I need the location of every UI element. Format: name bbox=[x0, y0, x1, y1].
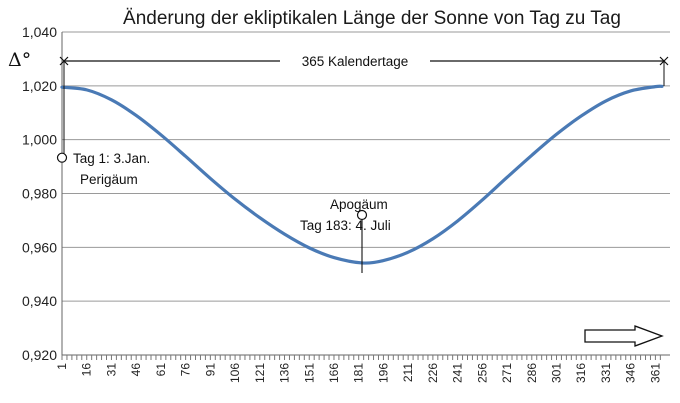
x-tick-label: 346 bbox=[624, 363, 638, 383]
x-tick-label: 76 bbox=[179, 363, 193, 377]
x-tick-label: 46 bbox=[129, 363, 143, 377]
annotation-label: Tag 183: 4. Juli bbox=[300, 218, 391, 233]
x-tick-label: 166 bbox=[327, 363, 341, 383]
y-tick-label: 1,040 bbox=[22, 24, 57, 40]
series-group bbox=[60, 84, 664, 265]
annotation-marker bbox=[356, 209, 368, 221]
y-tick-label: 0,960 bbox=[22, 239, 57, 255]
x-tick-label: 196 bbox=[376, 363, 390, 383]
annotations: Tag 1: 3.Jan. Perigäum Apogäum Tag 183: 4. … bbox=[56, 151, 391, 273]
y-axis-label: Δ° bbox=[8, 49, 31, 71]
x-tick-label: 121 bbox=[253, 363, 267, 383]
y-tick-label: 1,000 bbox=[22, 132, 57, 148]
chart-title: Änderung der ekliptikalen Länge der Sonn… bbox=[123, 8, 621, 29]
y-tick-label: 0,920 bbox=[22, 347, 57, 363]
annotation-label: Tag 1: 3.Jan. bbox=[73, 151, 150, 166]
x-tick-label: 316 bbox=[574, 363, 588, 383]
x-tick-label: 256 bbox=[475, 363, 489, 383]
x-tick-label: 301 bbox=[550, 363, 564, 383]
x-tick-label: 91 bbox=[203, 363, 217, 377]
y-axis-ticks: 0,920 0,940 0,960 0,980 1,000 1,020 1,040 bbox=[22, 24, 57, 363]
x-tick-label: 31 bbox=[104, 363, 118, 377]
annotation-marker bbox=[56, 152, 68, 163]
annotation-label: Apogäum bbox=[330, 197, 388, 212]
x-tick-label: 361 bbox=[648, 363, 662, 383]
x-tick-label: 136 bbox=[278, 363, 292, 383]
grid bbox=[62, 31, 670, 302]
y-tick-label: 0,980 bbox=[22, 186, 57, 202]
series-line bbox=[60, 84, 664, 265]
x-tick-label: 181 bbox=[352, 363, 366, 383]
direction-arrow-icon bbox=[584, 325, 664, 347]
x-tick-label: 241 bbox=[451, 363, 465, 383]
x-tick-label: 151 bbox=[302, 363, 316, 383]
calendar-span: 365 Kalendertage bbox=[59, 54, 669, 158]
y-tick-label: 0,940 bbox=[22, 293, 57, 309]
x-tick-label: 226 bbox=[426, 363, 440, 383]
y-tick-label: 1,020 bbox=[22, 78, 57, 94]
x-tick-label: 286 bbox=[525, 363, 539, 383]
x-tick-label: 61 bbox=[154, 363, 168, 377]
x-tick-label: 331 bbox=[599, 363, 613, 383]
x-tick-label: 211 bbox=[401, 363, 415, 382]
x-tick-label: 106 bbox=[228, 363, 242, 383]
x-tick-label: 16 bbox=[80, 363, 94, 377]
span-label: 365 Kalendertage bbox=[302, 54, 409, 69]
x-tick-label: 271 bbox=[500, 363, 514, 383]
x-tick-label: 1 bbox=[55, 363, 69, 370]
annotation-label: Perigäum bbox=[80, 172, 138, 187]
x-axis: 1 16 31 46 61 76 91 106 121 136 151 166 181 196 211 226… bbox=[55, 32, 670, 383]
